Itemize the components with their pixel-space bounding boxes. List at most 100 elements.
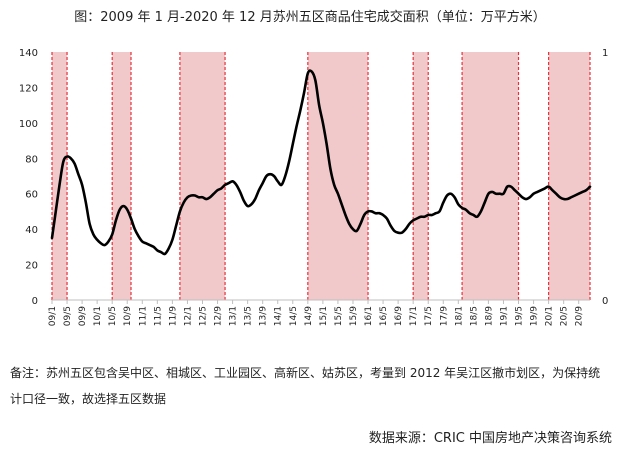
data-point-19/2	[506, 185, 508, 187]
data-point-15/9	[352, 228, 354, 230]
x-tick-label: 20/9	[575, 306, 585, 326]
data-point-13/5	[246, 205, 248, 207]
data-point-15/6	[340, 203, 342, 205]
x-tick-label: 12/1	[183, 306, 193, 326]
data-point-20/10	[581, 191, 583, 193]
data-point-12/1	[186, 196, 188, 198]
data-point-20/4	[559, 196, 561, 198]
data-point-16/9	[397, 231, 399, 233]
data-point-09/6	[70, 157, 72, 159]
data-point-13/6	[250, 203, 252, 205]
data-point-20/9	[578, 193, 580, 195]
x-tick-label: 18/1	[454, 306, 464, 326]
data-point-14/2	[280, 184, 282, 186]
data-point-13/9	[261, 182, 263, 184]
data-point-11/6	[160, 251, 162, 253]
data-point-18/2	[461, 207, 463, 209]
data-point-13/12	[273, 175, 275, 177]
data-point-11/11	[179, 210, 181, 212]
data-point-12/11	[224, 184, 226, 186]
data-point-18/5	[472, 214, 474, 216]
data-point-12/9	[216, 189, 218, 191]
x-tick-label: 14/9	[304, 306, 314, 326]
data-point-17/5	[427, 214, 429, 216]
data-point-13/1	[231, 180, 233, 182]
data-point-14/8	[303, 92, 305, 94]
x-tick-label: 09/1	[48, 306, 58, 326]
data-point-12/4	[198, 196, 200, 198]
data-point-17/6	[431, 214, 433, 216]
y-tick-label: 40	[25, 225, 38, 236]
data-point-20/12	[589, 185, 591, 187]
data-point-14/10	[310, 70, 312, 72]
data-point-10/4	[107, 240, 109, 242]
data-point-10/11	[134, 228, 136, 230]
data-point-17/9	[442, 201, 444, 203]
data-point-15/12	[363, 214, 365, 216]
chart-title: 图：2009 年 1 月-2020 年 12 月苏州五区商品住宅成交面积（单位：…	[74, 10, 546, 25]
data-point-12/6	[205, 198, 207, 200]
data-point-17/12	[453, 196, 455, 198]
data-point-18/3	[465, 208, 467, 210]
data-point-16/3	[374, 212, 376, 214]
x-tick-label: 12/9	[214, 306, 224, 326]
x-tick-label: 19/1	[499, 306, 509, 326]
y-tick-label: 80	[25, 154, 38, 165]
data-point-17/1	[412, 219, 414, 221]
data-point-15/5	[337, 193, 339, 195]
data-point-10/6	[115, 219, 117, 221]
data-point-10/10	[130, 217, 132, 219]
y-tick-label: 120	[19, 83, 38, 94]
data-point-15/4	[333, 184, 335, 186]
data-point-11/7	[164, 253, 166, 255]
data-source: 数据来源：CRIC 中国房地产决策咨询系统	[368, 431, 612, 446]
data-point-10/3	[103, 244, 105, 246]
x-tick-label: 12/5	[198, 306, 208, 326]
y-axis-ticks: 0 20 40 60 80 100 120 140	[19, 48, 38, 307]
y-tick-label: 0	[32, 296, 38, 307]
shaded-periods	[51, 52, 591, 300]
data-point-10/1	[96, 239, 98, 241]
data-point-16/1	[367, 210, 369, 212]
x-tick-label: 10/5	[108, 306, 118, 326]
x-tick-label: 14/1	[274, 306, 284, 326]
shaded-period-2	[179, 52, 226, 300]
secondary-y-axis-ticks: 01	[602, 48, 608, 307]
data-point-16/6	[386, 217, 388, 219]
x-tick-label: 15/9	[349, 306, 359, 326]
data-point-20/2	[551, 189, 553, 191]
data-point-16/4	[378, 212, 380, 214]
data-point-16/10	[401, 231, 403, 233]
data-point-10/2	[100, 242, 102, 244]
data-point-19/12	[544, 187, 546, 189]
x-tick-label: 20/5	[560, 306, 570, 326]
data-point-10/7	[119, 208, 121, 210]
data-point-19/10	[536, 191, 538, 193]
data-point-09/12	[92, 233, 94, 235]
shaded-period-6	[548, 52, 590, 300]
y-tick-label: 100	[19, 119, 38, 130]
data-point-16/8	[393, 230, 395, 232]
data-point-19/11	[540, 189, 542, 191]
x-tick-label: 14/5	[289, 306, 299, 326]
data-point-09/3	[58, 184, 60, 186]
data-point-13/4	[243, 200, 245, 202]
series-layer	[50, 69, 592, 256]
data-point-14/3	[284, 175, 286, 177]
x-tick-label: 11/9	[168, 306, 178, 326]
data-point-13/8	[258, 189, 260, 191]
x-tick-label: 18/9	[484, 306, 494, 326]
x-tick-label: 19/9	[530, 306, 540, 326]
data-point-09/11	[88, 223, 90, 225]
data-point-09/7	[73, 162, 75, 164]
data-point-11/3	[149, 244, 151, 246]
data-point-19/3	[510, 185, 512, 187]
data-point-14/5	[292, 143, 294, 145]
data-point-10/8	[122, 205, 124, 207]
x-tick-label: 20/1	[545, 306, 555, 326]
data-point-09/4	[62, 161, 64, 163]
data-point-11/5	[156, 249, 158, 251]
data-point-10/12	[137, 235, 139, 237]
data-point-15/8	[348, 223, 350, 225]
data-point-18/8	[483, 201, 485, 203]
